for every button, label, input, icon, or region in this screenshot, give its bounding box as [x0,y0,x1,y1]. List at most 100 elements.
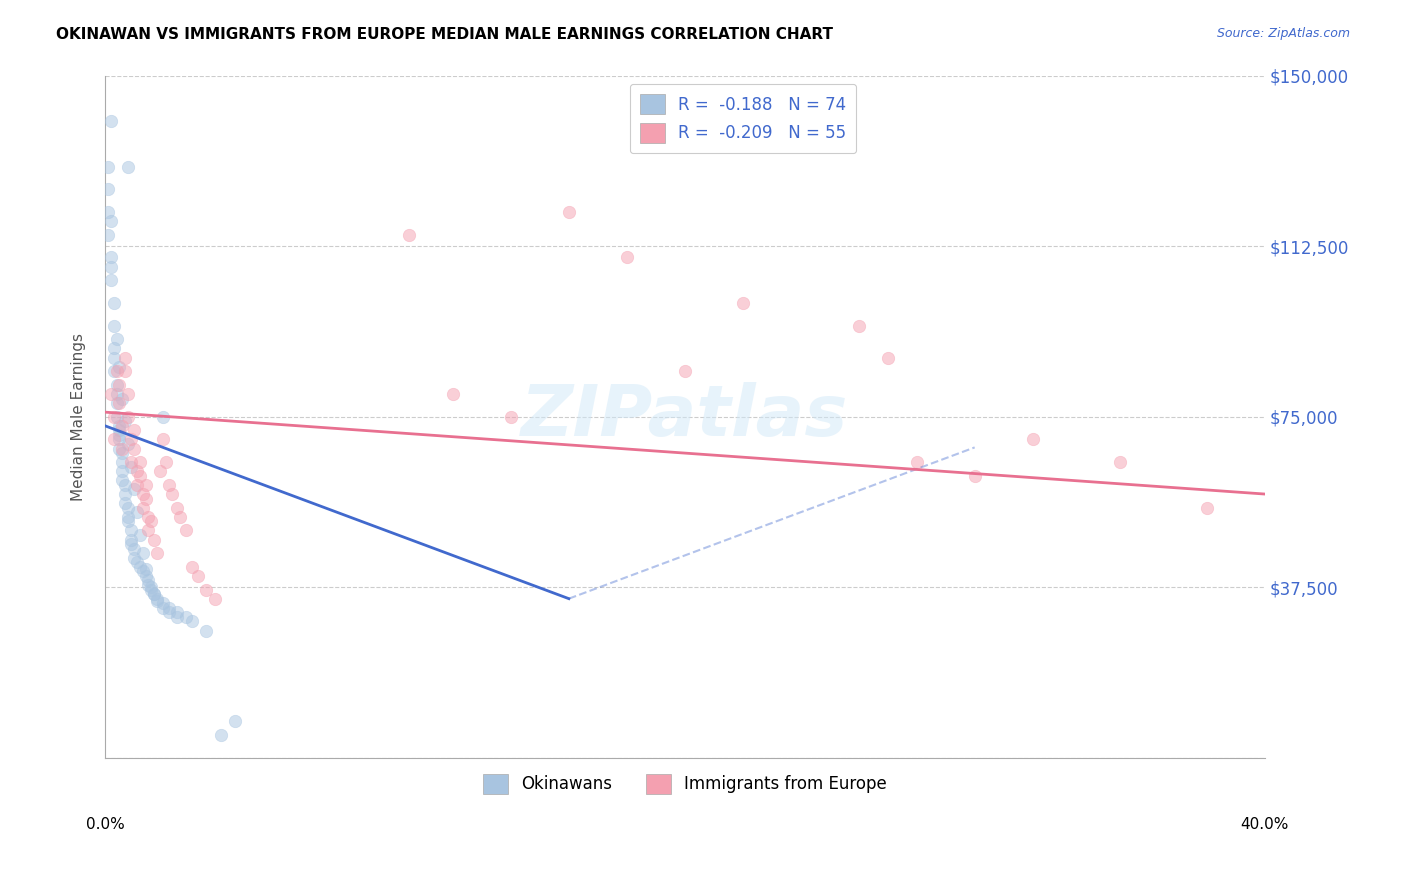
Point [195,582,218,597]
Point [120,433,142,447]
Point [905,455,928,469]
Point [117,160,139,174]
Point [160,487,183,501]
Point [103,433,125,447]
Point [114,351,136,365]
Point [398,227,420,242]
Point [97,227,120,242]
Point [108,442,131,456]
Point [138,524,160,538]
Point [108,428,131,442]
Point [876,351,898,365]
Point [122,541,145,556]
Point [152,409,174,424]
Point [117,437,139,451]
Point [97,182,120,196]
Point [141,580,163,594]
Point [122,483,145,497]
Point [135,562,157,576]
Point [100,273,122,287]
Legend: Okinawans, Immigrants from Europe: Okinawans, Immigrants from Europe [472,764,897,804]
Text: OKINAWAN VS IMMIGRANTS FROM EUROPE MEDIAN MALE EARNINGS CORRELATION CHART: OKINAWAN VS IMMIGRANTS FROM EUROPE MEDIA… [56,27,834,42]
Point [149,464,172,478]
Text: Source: ZipAtlas.com: Source: ZipAtlas.com [1216,27,1350,40]
Point [120,533,142,547]
Point [125,555,148,569]
Point [152,600,174,615]
Point [169,509,191,524]
Point [120,459,142,474]
Point [108,433,131,447]
Point [105,387,128,401]
Point [108,377,131,392]
Point [103,364,125,378]
Point [105,396,128,410]
Point [111,392,134,406]
Point [152,433,174,447]
Point [131,500,153,515]
Point [157,600,180,615]
Point [103,351,125,365]
Point [157,478,180,492]
Point [117,500,139,515]
Point [128,468,150,483]
Point [141,514,163,528]
Point [103,409,125,424]
Point [166,605,188,619]
Point [128,559,150,574]
Point [122,550,145,565]
Point [146,591,169,606]
Point [105,409,128,424]
Point [195,624,218,638]
Point [174,524,197,538]
Point [138,578,160,592]
Point [103,342,125,356]
Point [558,205,581,219]
Point [111,455,134,469]
Point [131,546,153,560]
Point [117,514,139,528]
Point [181,559,204,574]
Point [111,446,134,460]
Point [209,728,232,742]
Point [1108,455,1130,469]
Point [111,418,134,433]
Point [111,464,134,478]
Point [114,478,136,492]
Point [152,596,174,610]
Point [128,455,150,469]
Point [108,423,131,437]
Point [108,359,131,374]
Point [499,409,522,424]
Point [155,455,177,469]
Point [616,251,638,265]
Point [122,442,145,456]
Point [97,205,120,219]
Point [135,491,157,506]
Point [105,332,128,346]
Point [125,505,148,519]
Point [125,478,148,492]
Point [224,714,246,729]
Point [143,587,166,601]
Point [114,496,136,510]
Text: 0.0%: 0.0% [86,817,124,832]
Point [138,574,160,588]
Point [135,569,157,583]
Point [1021,433,1043,447]
Point [97,160,120,174]
Point [181,615,204,629]
Point [143,587,166,601]
Point [441,387,464,401]
Point [146,546,169,560]
Point [963,468,986,483]
Text: ZIPatlas: ZIPatlas [522,382,848,451]
Point [117,509,139,524]
Point [166,610,188,624]
Point [131,565,153,579]
Point [117,409,139,424]
Point [125,464,148,478]
Point [120,537,142,551]
Point [143,533,166,547]
Point [157,605,180,619]
